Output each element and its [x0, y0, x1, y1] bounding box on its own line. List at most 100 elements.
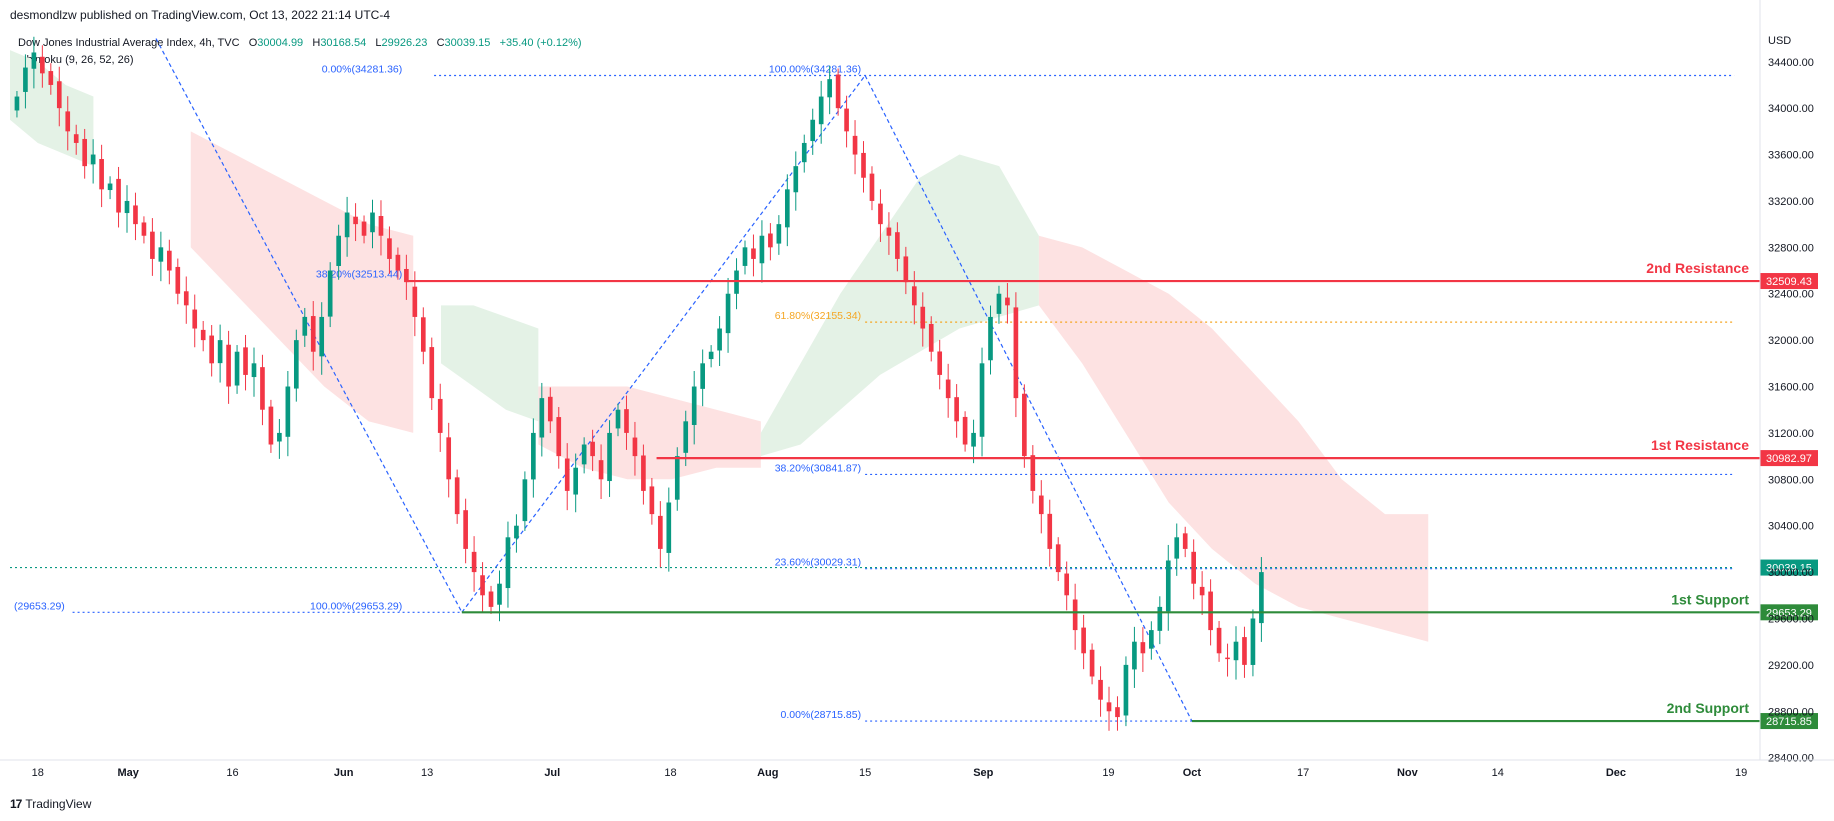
level-price-text-1: 30982.97 [1766, 453, 1812, 465]
level-price-text-2: 29653.29 [1766, 607, 1812, 619]
x-tick-3: Jun [334, 767, 354, 779]
candle-body-119 [1022, 393, 1027, 457]
level-name-2: 1st Support [1671, 591, 1749, 607]
candle-body-100 [861, 152, 866, 178]
last-price-text: 30039.15 [1766, 563, 1812, 575]
candle-body-131 [1123, 664, 1129, 716]
candle-body-141 [1208, 591, 1213, 631]
x-tick-14: 14 [1492, 767, 1504, 779]
candle-body-132 [1132, 641, 1137, 670]
level-price-tag-3 [1760, 713, 1818, 730]
candle-body-56 [488, 591, 494, 607]
candle-body-107 [920, 306, 926, 329]
y-tick-15: 28400.00 [1768, 753, 1814, 765]
y-tick-1: 34000.00 [1768, 103, 1814, 115]
candle-body-104 [895, 232, 900, 259]
candle-body-20 [183, 291, 189, 306]
candle-body-27 [243, 347, 248, 375]
candle-body-88 [759, 235, 765, 264]
tradingview-logo[interactable]: 17 TradingView [10, 797, 91, 811]
candle-body-91 [784, 189, 790, 228]
legend-symbol[interactable]: Dow Jones Industrial Average Index, 4h, … [18, 37, 240, 49]
candle-body-94 [810, 119, 816, 142]
legend-low-label: L [375, 37, 382, 49]
candle-body-57 [497, 583, 502, 605]
legend-change: +35.40 (+0.12%) [499, 37, 582, 49]
candle-body-99 [852, 135, 858, 155]
candle-body-78 [674, 456, 680, 500]
candle-body-145 [1242, 637, 1247, 665]
fib-label-6: 100.00%(29653.29) [310, 600, 402, 612]
candle-body-60 [522, 479, 528, 522]
candle-body-98 [844, 108, 849, 132]
levels-layer: 2nd Resistance 32509.43 1st Resistance 3098… [406, 260, 1818, 730]
candle-body-26 [234, 351, 240, 386]
candle-body-71 [615, 409, 621, 429]
candle-body-117 [1005, 297, 1010, 306]
candle-body-9 [90, 154, 96, 165]
candle-body-28 [251, 363, 257, 378]
candle-body-11 [107, 183, 113, 191]
candle-body-138 [1182, 533, 1188, 549]
candle-body-33 [293, 340, 299, 389]
candle-body-12 [116, 178, 121, 213]
candle-body-22 [200, 329, 206, 341]
tradingview-logo-text: TradingView [25, 797, 92, 811]
x-tick-7: Aug [757, 767, 778, 779]
level-name-0: 2nd Resistance [1646, 260, 1749, 276]
candle-body-114 [979, 363, 985, 437]
last-price-tag [1760, 559, 1818, 576]
candle-body-36 [319, 316, 325, 357]
candle-body-123 [1055, 544, 1061, 573]
candle-body-64 [556, 417, 562, 457]
candle-body-106 [911, 286, 917, 306]
candle-body-75 [649, 486, 655, 515]
candle-body-103 [886, 227, 892, 236]
candle-body-140 [1199, 586, 1205, 596]
candle-body-129 [1106, 702, 1112, 712]
trend-line-0 [155, 38, 463, 613]
candle-body-121 [1038, 495, 1044, 515]
candle-body-24 [217, 340, 223, 364]
candle-body-47 [412, 286, 418, 317]
level-price-text-3: 28715.85 [1766, 716, 1812, 728]
level-price-tag-2 [1760, 604, 1818, 621]
candle-body-105 [903, 256, 909, 283]
level-name-1: 1st Resistance [1651, 437, 1749, 453]
chart-legend: Dow Jones Industrial Average Index, 4h, … [18, 35, 582, 69]
candle-body-146 [1250, 618, 1256, 665]
candle-body-101 [869, 173, 875, 201]
candle-body-6 [65, 111, 71, 132]
x-tick-1: May [117, 767, 139, 779]
x-tick-0: 18 [32, 767, 44, 779]
legend-low: 29926.23 [381, 37, 428, 49]
candle-body-70 [607, 432, 612, 482]
candle-body-120 [1030, 455, 1036, 491]
candle-body-29 [260, 367, 265, 410]
legend-open: 30004.99 [257, 37, 304, 49]
fib-label-0: 0.00%(34281.36) [322, 64, 403, 76]
ichimoku-cloud-bear-5 [1038, 235, 1429, 642]
ichimoku-cloud-bear-1 [190, 131, 414, 433]
candle-body-87 [751, 248, 756, 259]
candle-body-79 [683, 421, 689, 453]
candle-body-21 [192, 309, 198, 329]
candle-body-82 [708, 351, 714, 360]
candle-body-49 [429, 347, 435, 399]
x-tick-13: Nov [1397, 767, 1419, 779]
candle-body-23 [209, 335, 214, 364]
candle-body-118 [1013, 307, 1019, 399]
candle-body-137 [1174, 537, 1180, 559]
candle-body-83 [717, 328, 722, 351]
legend-open-label: O [248, 37, 258, 49]
candle-body-97 [835, 74, 841, 109]
candle-body-126 [1081, 627, 1086, 654]
x-tick-2: 16 [226, 767, 238, 779]
legend-indicator[interactable]: Ichimoku (9, 26, 52, 26) [18, 54, 134, 66]
candle-body-116 [996, 293, 1002, 314]
candle-body-68 [590, 441, 595, 457]
legend-close-label: C [436, 37, 445, 49]
time-axis: 18 May 16 Jun 13 Jul 18 Aug 15 Sep 19 Oct 17 Nov 14 Dec… [0, 759, 1834, 779]
candle-body-62 [539, 398, 545, 438]
